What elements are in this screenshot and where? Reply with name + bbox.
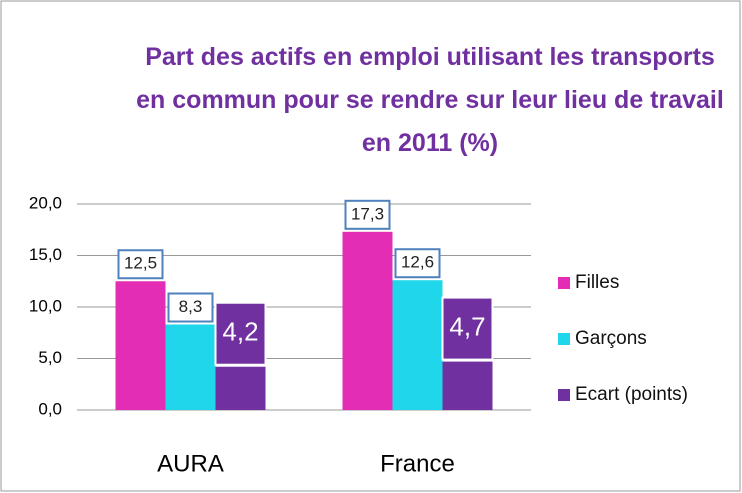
- legend-label: Ecart (points): [575, 384, 688, 405]
- y-tick-label: 20,0: [29, 193, 62, 212]
- bar: [342, 231, 393, 410]
- value-label: 4,2: [222, 317, 258, 347]
- bar: [165, 324, 216, 410]
- value-label-box: [441, 296, 494, 361]
- y-tick-label: 5,0: [38, 348, 62, 367]
- value-label: 4,7: [449, 311, 485, 341]
- bar: [115, 281, 166, 410]
- legend-swatch: [558, 389, 570, 401]
- x-tick-label: AURA: [157, 450, 224, 477]
- value-label: 12,6: [401, 253, 434, 272]
- value-label: 12,5: [124, 254, 157, 273]
- chart-title: Part des actifs en emploi utilisant les …: [136, 43, 724, 157]
- legend-swatch: [558, 333, 570, 345]
- x-tick-label: France: [380, 450, 455, 477]
- value-label-box: [117, 249, 164, 280]
- bar: [215, 366, 266, 410]
- value-label-box: [167, 292, 214, 323]
- value-label-box: [394, 248, 441, 279]
- value-label-box: [214, 301, 267, 366]
- legend-swatch: [558, 277, 570, 289]
- legend-label: Filles: [575, 272, 619, 293]
- bar: [392, 280, 443, 410]
- value-label: 8,3: [179, 297, 203, 316]
- y-tick-label: 0,0: [38, 399, 62, 418]
- legend-label: Garçons: [575, 328, 647, 349]
- value-label: 17,3: [351, 204, 384, 223]
- y-tick-label: 10,0: [29, 296, 62, 315]
- value-label-box: [344, 199, 391, 230]
- y-tick-label: 15,0: [29, 245, 62, 264]
- bar: [442, 361, 493, 410]
